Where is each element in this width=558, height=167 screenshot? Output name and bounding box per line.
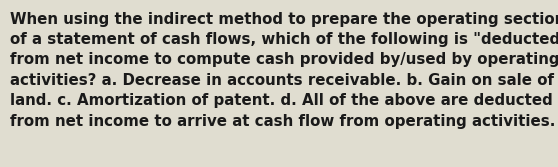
Text: When using the indirect method to prepare the operating section
of a statement o: When using the indirect method to prepar…: [10, 12, 558, 129]
